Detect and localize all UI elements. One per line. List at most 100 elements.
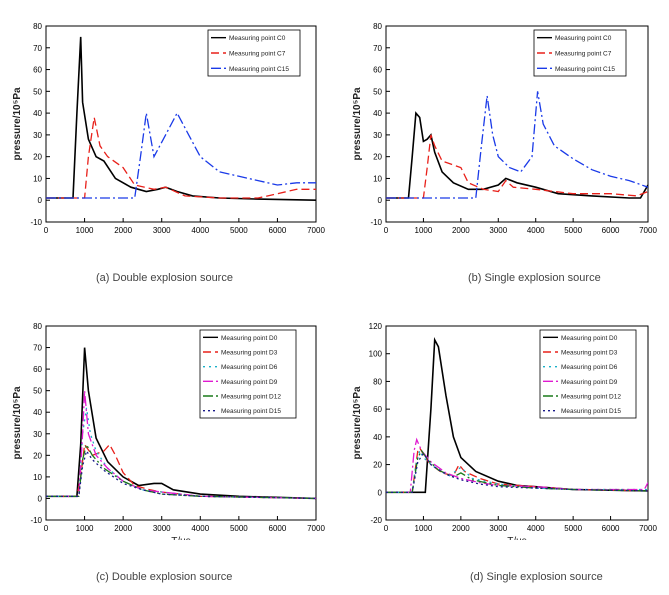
chart-panel-c: 0 1000 2000 3000 4000 5000 6000 7000 -10 0 10 20 30 4… <box>0 308 334 547</box>
chart-panel-a: 0 1000 2000 3000 4000 5000 6000 7000 -10 0 10 20 30 4… <box>0 8 334 249</box>
x-tick-label: 7000 <box>639 226 657 235</box>
chart-b: 0 1000 2000 3000 4000 5000 6000 7000-1001020304… <box>352 22 657 249</box>
series-line-1 <box>46 442 316 500</box>
x-tick-label: 2000 <box>452 524 470 533</box>
y-tick-label: 60 <box>33 365 42 374</box>
y-axis-label: pressure/10⁵Pa <box>352 386 363 460</box>
x-tick-label: 0 <box>384 226 389 235</box>
x-tick-label: 2000 <box>114 524 132 533</box>
y-tick-label: -20 <box>370 516 382 525</box>
x-tick-label: 3000 <box>489 524 507 533</box>
y-tick-label: 20 <box>373 153 382 162</box>
plot-frame <box>385 25 649 223</box>
y-tick-label: 0 <box>378 488 383 497</box>
y-tick-label: 0 <box>38 196 43 205</box>
chart-c: 0 1000 2000 3000 4000 5000 6000 7000-1001020304… <box>12 322 325 547</box>
y-tick-label: 40 <box>33 109 42 118</box>
y-axis-label: pressure/10⁵Pa <box>12 386 23 460</box>
x-tick-label: 6000 <box>602 226 620 235</box>
x-tick-label: 5000 <box>564 226 582 235</box>
x-tick-label: 5000 <box>230 524 248 533</box>
y-tick-label: 20 <box>33 451 42 460</box>
x-tick-label: 3000 <box>153 524 171 533</box>
series-line-1 <box>386 134 648 199</box>
legend-box <box>199 329 297 419</box>
x-tick-label: 1000 <box>76 524 94 533</box>
x-tick-label: 4000 <box>191 524 209 533</box>
caption-b: (b) Single explosion source <box>468 272 601 284</box>
series-line-1 <box>46 117 316 199</box>
x-tick-label: 1000 <box>415 226 433 235</box>
y-tick-label: 50 <box>373 87 382 96</box>
x-tick-label: 0 <box>384 524 389 533</box>
x-tick-label: 2000 <box>452 226 470 235</box>
series-line-2 <box>386 91 648 199</box>
y-tick-label: 50 <box>33 387 42 396</box>
x-tick-label: 5000 <box>230 226 248 235</box>
y-axis-label: pressure/10⁵Pa <box>352 87 363 161</box>
legend: Measuring point D0 Measuring point D3 Meas… <box>199 329 297 419</box>
legend-label: Measuring point D9 <box>561 379 618 386</box>
y-axis-label: pressure/10⁵Pa <box>12 87 23 161</box>
x-tick-label: 3000 <box>153 226 171 235</box>
series-line-3 <box>386 437 648 493</box>
legend-box <box>539 329 637 419</box>
y-tick-label: -10 <box>370 218 382 227</box>
legend-label: Measuring point C7 <box>229 51 286 58</box>
legend-label: Measuring point D0 <box>221 335 278 342</box>
x-tick-label: 4000 <box>527 226 545 235</box>
x-tick-label: 6000 <box>269 226 287 235</box>
series-line-3 <box>46 390 316 500</box>
y-tick-label: 10 <box>33 473 42 482</box>
y-tick-label: 0 <box>38 494 43 503</box>
y-tick-label: 80 <box>373 22 382 31</box>
x-axis-label: T/us <box>171 536 190 540</box>
y-tick-label: -10 <box>30 218 42 227</box>
x-tick-label: 0 <box>44 524 49 533</box>
caption-a: (a) Double explosion source <box>96 272 233 284</box>
y-tick-label: 20 <box>33 153 42 162</box>
caption-c: (c) Double explosion source <box>96 571 233 583</box>
series-line-2 <box>386 448 648 493</box>
y-tick-label: 60 <box>373 405 382 414</box>
y-tick-label: 20 <box>373 461 382 470</box>
legend-label: Measuring point C7 <box>555 51 612 58</box>
x-tick-label: 7000 <box>307 524 325 533</box>
x-tick-label: 1000 <box>76 226 94 235</box>
legend-label: Measuring point D15 <box>221 408 281 415</box>
y-tick-label: 100 <box>369 350 383 359</box>
x-tick-label: 6000 <box>602 524 620 533</box>
y-tick-label: 30 <box>373 131 382 140</box>
legend-label: Measuring point D6 <box>221 364 278 371</box>
x-tick-label: 0 <box>44 226 49 235</box>
plot-frame <box>385 325 649 521</box>
y-tick-label: 40 <box>373 433 382 442</box>
legend: Measuring point C0 Measuring point C7 Meas… <box>207 29 301 77</box>
plot-frame <box>45 25 317 223</box>
y-tick-label: 80 <box>373 377 382 386</box>
y-tick-label: 80 <box>33 22 42 31</box>
y-tick-label: 70 <box>373 44 382 53</box>
legend-label: Measuring point C0 <box>555 35 612 42</box>
y-tick-label: 10 <box>33 174 42 183</box>
legend-label: Measuring point D12 <box>561 394 621 401</box>
x-axis-label: T/us <box>507 536 526 540</box>
legend-label: Measuring point D0 <box>561 335 618 342</box>
x-tick-label: 2000 <box>114 226 132 235</box>
legend-label: Measuring point D15 <box>561 408 621 415</box>
series-line-0 <box>46 347 316 500</box>
chart-panel-b: 0 1000 2000 3000 4000 5000 6000 7000 -10 0 10 20 30 4… <box>334 8 669 249</box>
legend-label: Measuring point C15 <box>229 66 289 73</box>
y-tick-label: -10 <box>30 516 42 525</box>
y-tick-label: 60 <box>33 66 42 75</box>
y-tick-label: 80 <box>33 322 42 331</box>
series-line-5 <box>46 449 316 500</box>
x-tick-label: 7000 <box>639 524 657 533</box>
legend: Measuring point C0 Measuring point C7 Meas… <box>533 29 627 77</box>
y-tick-label: 50 <box>33 87 42 96</box>
y-tick-label: 10 <box>373 174 382 183</box>
legend-label: Measuring point D3 <box>221 350 278 357</box>
y-tick-label: 60 <box>373 66 382 75</box>
caption-d: (d) Single explosion source <box>470 571 603 583</box>
legend-label: Measuring point D9 <box>221 379 278 386</box>
